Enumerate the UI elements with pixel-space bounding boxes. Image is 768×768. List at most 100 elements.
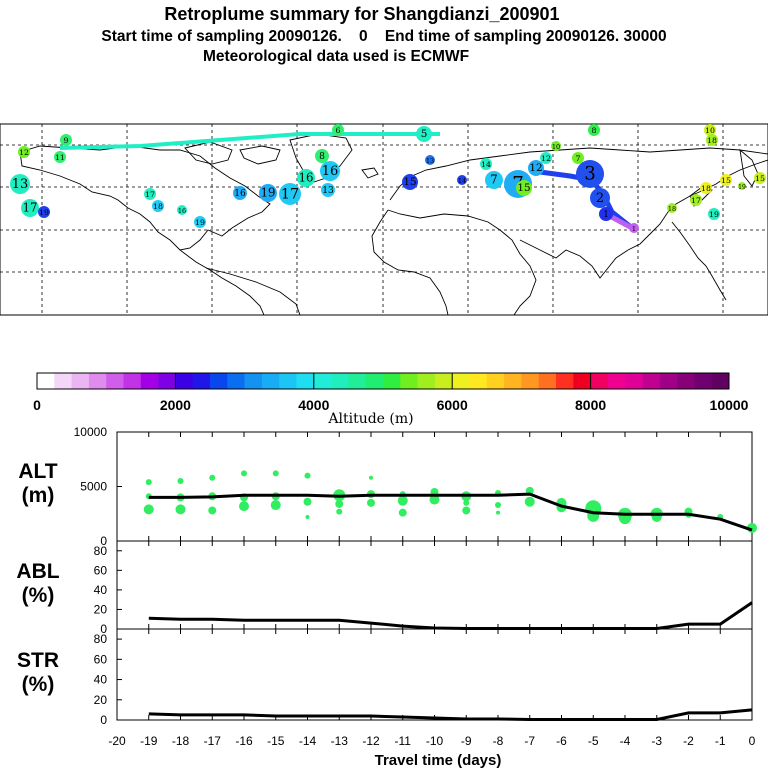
- scatter-point: [208, 506, 217, 515]
- scatter-point: [305, 515, 310, 520]
- track-marker: [297, 169, 315, 187]
- panel-label: ABL: [16, 560, 59, 583]
- track-marker: [144, 188, 156, 200]
- colorbar-cell: [365, 373, 384, 389]
- scatter-point: [369, 475, 373, 480]
- colorbar-tick-label: 4000: [298, 397, 329, 413]
- colorbar-cell: [54, 373, 72, 389]
- track-day-label: 19: [39, 208, 49, 217]
- colorbar-cell: [469, 373, 488, 389]
- series-line: [148, 601, 753, 630]
- colorbar-cell: [625, 373, 643, 389]
- track-marker: [321, 183, 335, 197]
- track-day-label: 7: [490, 173, 497, 187]
- colorbar-cell: [71, 373, 90, 389]
- track-marker: [700, 182, 712, 194]
- track-day-label: 13: [426, 157, 434, 165]
- map-gridlines: [0, 124, 768, 315]
- x-tick-label: -8: [493, 734, 504, 748]
- panel-label: STR: [17, 649, 59, 672]
- scatter-point: [367, 498, 375, 507]
- colorbar-tick-label: 8000: [575, 397, 606, 413]
- y-tick-label: 5000: [80, 480, 107, 494]
- scatter-point: [177, 478, 184, 485]
- colorbar-tick-label: 6000: [437, 397, 468, 413]
- track-day-label: 15: [403, 176, 416, 188]
- y-tick-label: 40: [94, 583, 108, 597]
- scatter-point: [398, 508, 407, 517]
- x-tick-label: -15: [267, 734, 285, 748]
- colorbar-cell: [88, 373, 107, 389]
- track-day-label: 15: [517, 182, 530, 194]
- series-line: [148, 492, 753, 532]
- scatter-point: [335, 499, 344, 508]
- track-marker: [629, 223, 639, 233]
- x-tick-label: -5: [588, 734, 599, 748]
- track-marker: [576, 160, 604, 188]
- track-day-label: 17: [281, 186, 299, 202]
- track-marker: [152, 200, 164, 212]
- panel-unit: (m): [22, 484, 55, 507]
- track-day-label: 13: [12, 177, 29, 192]
- track-marker: [706, 134, 718, 146]
- track-day-label: 19: [738, 184, 746, 191]
- x-tick-label: -11: [395, 734, 412, 748]
- y-tick-label: 0: [100, 534, 107, 548]
- x-tick-label: -7: [524, 734, 535, 748]
- colorbar-cell: [573, 373, 591, 389]
- colorbar-cell: [140, 373, 159, 389]
- colorbar-cell: [261, 373, 280, 389]
- colorbar-cell: [434, 373, 453, 389]
- y-tick-label: 40: [94, 673, 108, 687]
- scatter-point: [239, 501, 249, 512]
- y-tick-label: 60: [94, 652, 108, 666]
- track-marker: [18, 146, 30, 158]
- x-tick-label: -19: [140, 734, 158, 748]
- colorbar-cell: [521, 373, 539, 389]
- track-marker: [54, 151, 66, 163]
- y-tick-label: 80: [94, 544, 108, 558]
- series-line: [148, 708, 753, 721]
- scatter-point: [463, 499, 470, 506]
- scatter-point: [397, 495, 408, 506]
- track-day-label: 1: [603, 210, 609, 220]
- track-marker: [516, 180, 532, 196]
- track-day-label: 8: [319, 152, 325, 162]
- scatter-point: [336, 508, 343, 515]
- x-tick-label: -2: [683, 734, 694, 748]
- sampling-time-line: Start time of sampling 20090126. 0 End t…: [101, 28, 666, 45]
- track-marker: [708, 208, 720, 220]
- x-axis-label: Travel time (days): [375, 752, 502, 768]
- track-day-label: 10: [552, 143, 560, 151]
- y-tick-label: 60: [94, 563, 108, 577]
- scatter-point: [143, 504, 154, 515]
- colorbar-cell: [123, 373, 142, 389]
- x-tick-label: -9: [461, 734, 472, 748]
- altitude-colorbar: 0 2000 4000 6000 8000 10000 Altitude (m): [33, 372, 749, 427]
- x-tick-label: 0: [749, 734, 756, 748]
- track-day-label: 15: [755, 174, 765, 183]
- track-day-label: 12: [529, 162, 542, 174]
- track-day-label: 16: [234, 189, 246, 199]
- panel-unit: (%): [22, 673, 55, 696]
- colorbar-cell: [158, 373, 176, 389]
- scatter-point: [304, 472, 311, 479]
- track-marker: [320, 161, 340, 181]
- track-day-label: 17: [145, 190, 155, 199]
- track-marker: [754, 172, 766, 184]
- x-tick-label: -4: [620, 734, 631, 748]
- colorbar-cell: [192, 373, 211, 389]
- colorbar-cell: [175, 373, 193, 389]
- x-tick-label: -17: [204, 734, 222, 748]
- track-marker: [194, 216, 206, 228]
- y-tick-label: 0: [100, 622, 107, 636]
- x-tick-label: -10: [426, 734, 444, 748]
- track-marker: [720, 174, 732, 186]
- track-marker: [315, 149, 329, 163]
- colorbar-cell: [227, 373, 245, 389]
- track-day-label: 3: [584, 164, 596, 185]
- track-marker: [425, 155, 435, 165]
- colorbar-cell: [417, 373, 436, 389]
